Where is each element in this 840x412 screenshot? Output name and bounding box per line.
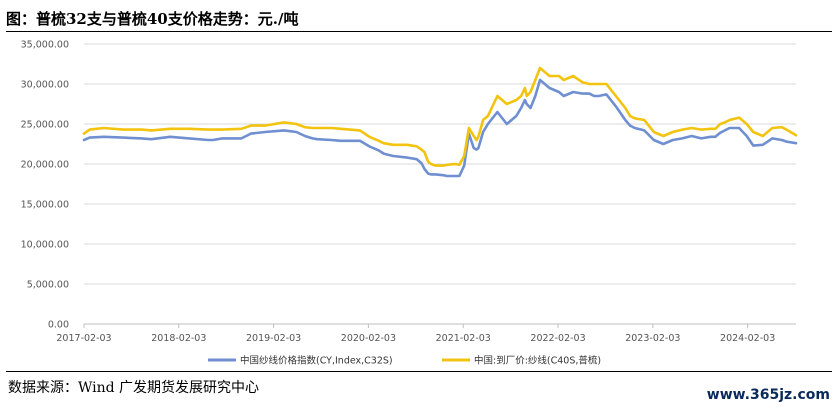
y-tick-label: 25,000.00 <box>21 120 69 131</box>
x-tick-label: 2017-02-03 <box>56 333 111 344</box>
x-tick-label: 2018-02-03 <box>151 333 206 344</box>
y-tick-label: 5,000.00 <box>27 280 69 291</box>
series-line-c32s <box>82 78 798 178</box>
y-tick-label: 30,000.00 <box>21 80 69 91</box>
legend: 中国纱线价格指数(CY,Index,C32S) 中国:到厂价:纱线(C40S,普梳… <box>208 355 601 367</box>
gridlines <box>84 43 796 285</box>
title-divider <box>6 31 832 32</box>
legend-label: 中国:到厂价:纱线(C40S,普梳) <box>474 355 601 367</box>
y-tick-label: 20,000.00 <box>21 160 69 171</box>
footer-divider <box>6 371 832 372</box>
x-tick-label: 2019-02-03 <box>246 333 301 344</box>
x-tick-label: 2022-02-03 <box>530 333 585 344</box>
line-chart: 0.00 5,000.00 10,000.00 15,000.00 20,000.00 2… <box>21 40 798 367</box>
series-lines <box>82 66 798 178</box>
y-tick-label: 35,000.00 <box>21 40 69 51</box>
legend-label: 中国纱线价格指数(CY,Index,C32S) <box>240 355 393 367</box>
y-tick-label: 10,000.00 <box>21 240 69 251</box>
x-tick-label: 2021-02-03 <box>436 333 491 344</box>
x-tick-label: 2023-02-03 <box>625 333 680 344</box>
y-tick-label: 0.00 <box>48 320 69 331</box>
y-tick-label: 15,000.00 <box>21 200 69 211</box>
series-line-c40s <box>82 66 798 167</box>
axes: 0.00 5,000.00 10,000.00 15,000.00 20,000.00 2… <box>21 40 796 344</box>
x-tick-label: 2024-02-03 <box>720 333 775 344</box>
site-watermark: www.365jz.com <box>706 387 830 403</box>
x-tick-label: 2020-02-03 <box>341 333 396 344</box>
data-source-note: 数据来源：Wind 广发期货发展研究中心 <box>8 380 260 396</box>
chart-title: 图：普梳32支与普梳40支价格走势：元./吨 <box>6 10 299 28</box>
